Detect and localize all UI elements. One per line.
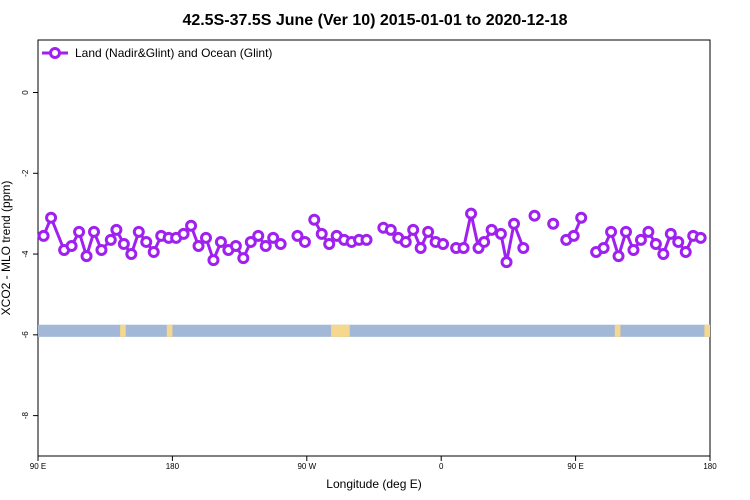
data-point (259, 239, 272, 252)
data-point (494, 227, 507, 240)
data-point (125, 248, 138, 261)
data-point (110, 223, 123, 236)
data-point (252, 229, 265, 242)
data-point (244, 235, 257, 248)
data-point (679, 246, 692, 259)
data-point (612, 250, 625, 263)
x-tick-label: 90 E (567, 462, 583, 471)
x-tick-label: 180 (166, 462, 180, 471)
data-point (528, 209, 541, 222)
data-point (384, 223, 397, 236)
x-tick-label: 0 (439, 462, 444, 471)
y-axis: 0 -2 -4 -6 -8 (21, 90, 38, 419)
data-point (315, 227, 328, 240)
data-point (672, 235, 685, 248)
data-point (37, 229, 50, 242)
series-line (456, 213, 525, 263)
data-point (207, 254, 220, 267)
land-ocean-strip (38, 324, 710, 337)
data-point (597, 242, 610, 254)
data-point (177, 227, 190, 240)
data-point (95, 244, 108, 257)
data-point (65, 239, 78, 252)
data-point (627, 244, 640, 257)
data-point (508, 217, 520, 230)
data-point (517, 242, 530, 254)
y-tick-label: -4 (21, 250, 30, 258)
land-patch (614, 324, 621, 337)
data-point (664, 227, 677, 240)
series-group (37, 207, 707, 269)
data-point (575, 211, 588, 224)
data-point (437, 237, 450, 250)
data-point (500, 256, 513, 269)
data-point (457, 242, 470, 254)
y-tick-label: 0 (21, 90, 30, 95)
legend: Land (Nadir&Glint) and Ocean (Glint) (42, 46, 272, 60)
data-point (407, 223, 420, 236)
data-point (132, 225, 145, 238)
data-point (547, 217, 560, 230)
data-point (298, 235, 311, 248)
data-point (192, 239, 205, 252)
y-tick-label: -2 (21, 169, 30, 177)
data-point (229, 239, 242, 252)
data-point (465, 207, 478, 220)
plot-frame (37, 39, 711, 457)
data-point (80, 250, 93, 263)
data-point (274, 237, 287, 250)
plot-area (37, 39, 711, 457)
data-point (147, 246, 160, 259)
data-point (200, 231, 212, 244)
legend-marker (49, 47, 61, 59)
data-point (323, 237, 336, 250)
data-point (117, 237, 130, 250)
data-point (414, 242, 427, 254)
data-point (649, 237, 662, 250)
chart-title: 42.5S-37.5S June (Ver 10) 2015-01-01 to … (182, 12, 567, 29)
data-point (73, 225, 86, 238)
y-axis-label: XCO2 - MLO trend (ppm) (0, 181, 13, 316)
data-point (214, 235, 227, 248)
data-point (104, 233, 117, 246)
legend-label: Land (Nadir&Glint) and Ocean (Glint) (75, 46, 272, 60)
land-patch (331, 324, 350, 337)
data-point (634, 233, 647, 246)
y-tick-label: -6 (21, 331, 30, 339)
data-point (478, 235, 491, 248)
ocean-strip (38, 324, 710, 337)
data-point (620, 225, 632, 238)
data-point (140, 235, 153, 248)
data-point (657, 248, 670, 261)
data-point (185, 219, 198, 232)
land-patch (704, 324, 710, 337)
y-tick-label: -8 (21, 412, 30, 420)
data-point (694, 231, 707, 244)
data-point (642, 225, 655, 238)
data-point (567, 229, 580, 242)
data-point (485, 223, 498, 236)
data-point (422, 225, 435, 238)
x-tick-label: 90 W (297, 462, 316, 471)
data-point (399, 235, 412, 248)
data-point (88, 225, 100, 238)
land-patch (166, 324, 173, 337)
data-point (605, 225, 618, 238)
data-point (45, 211, 58, 224)
data-point (291, 229, 304, 242)
data-point (360, 233, 373, 246)
x-tick-label: 90 E (30, 462, 46, 471)
land-patch (120, 324, 126, 337)
x-axis: 90 E 180 90 W 0 90 E 180 (30, 456, 717, 471)
data-point (237, 252, 250, 265)
data-point (267, 231, 280, 244)
x-axis-label: Longitude (deg E) (326, 477, 421, 491)
data-point (308, 213, 321, 226)
x-tick-label: 180 (703, 462, 717, 471)
